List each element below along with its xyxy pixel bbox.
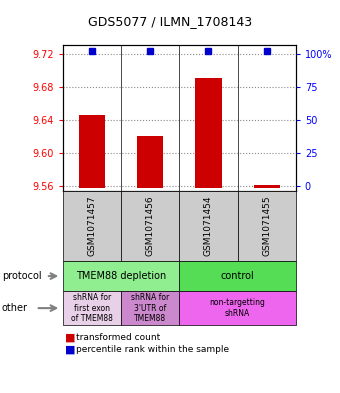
Text: shRNA for
3'UTR of
TMEM88: shRNA for 3'UTR of TMEM88 (131, 293, 169, 323)
Text: non-targetting
shRNA: non-targetting shRNA (210, 298, 266, 318)
Text: GSM1071454: GSM1071454 (204, 196, 213, 256)
Text: GSM1071457: GSM1071457 (87, 196, 97, 256)
Text: GSM1071456: GSM1071456 (146, 196, 155, 256)
Text: TMEM88 depletion: TMEM88 depletion (76, 271, 166, 281)
Text: ■: ■ (65, 333, 75, 343)
Text: GSM1071455: GSM1071455 (262, 196, 271, 256)
Text: transformed count: transformed count (76, 334, 160, 342)
Text: other: other (2, 303, 28, 313)
Bar (254, 185, 280, 188)
Text: ■: ■ (65, 345, 75, 355)
Bar (195, 77, 222, 188)
Bar (79, 115, 105, 188)
Bar (137, 136, 163, 188)
Text: percentile rank within the sample: percentile rank within the sample (76, 345, 229, 354)
Text: control: control (221, 271, 254, 281)
Text: GDS5077 / ILMN_1708143: GDS5077 / ILMN_1708143 (88, 15, 252, 28)
Text: shRNA for
first exon
of TMEM88: shRNA for first exon of TMEM88 (71, 293, 113, 323)
Text: protocol: protocol (2, 271, 41, 281)
